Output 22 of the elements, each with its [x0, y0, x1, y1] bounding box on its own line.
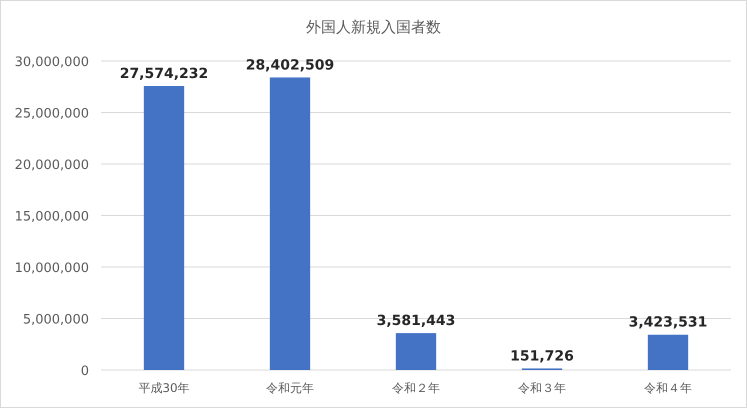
x-tick-label: 令和４年 — [644, 381, 692, 395]
data-label: 28,402,509 — [246, 57, 334, 74]
y-tick-label: 15,000,000 — [14, 210, 89, 224]
data-label: 151,726 — [510, 348, 574, 364]
y-tick-label: 30,000,000 — [14, 55, 89, 70]
x-tick-label: 令和３年 — [518, 381, 566, 395]
y-tick-label: 5,000,000 — [22, 312, 89, 328]
data-label: 3,423,531 — [628, 314, 708, 331]
data-label: 3,581,443 — [376, 313, 456, 330]
bar — [648, 334, 688, 370]
bar — [270, 77, 310, 370]
chart-title: 外国人新規入国者数 — [306, 18, 441, 36]
y-tick-label: 0 — [80, 364, 89, 379]
x-tick-label: 平成30年 — [138, 381, 190, 395]
bar — [396, 333, 436, 370]
bar — [144, 86, 184, 370]
y-tick-label: 25,000,000 — [14, 106, 89, 122]
y-tick-label: 20,000,000 — [14, 158, 89, 173]
x-tick-label: 令和元年 — [266, 381, 314, 395]
data-label: 27,574,232 — [120, 66, 208, 82]
y-tick-label: 10,000,000 — [14, 261, 89, 276]
x-tick-label: 令和２年 — [392, 381, 440, 395]
